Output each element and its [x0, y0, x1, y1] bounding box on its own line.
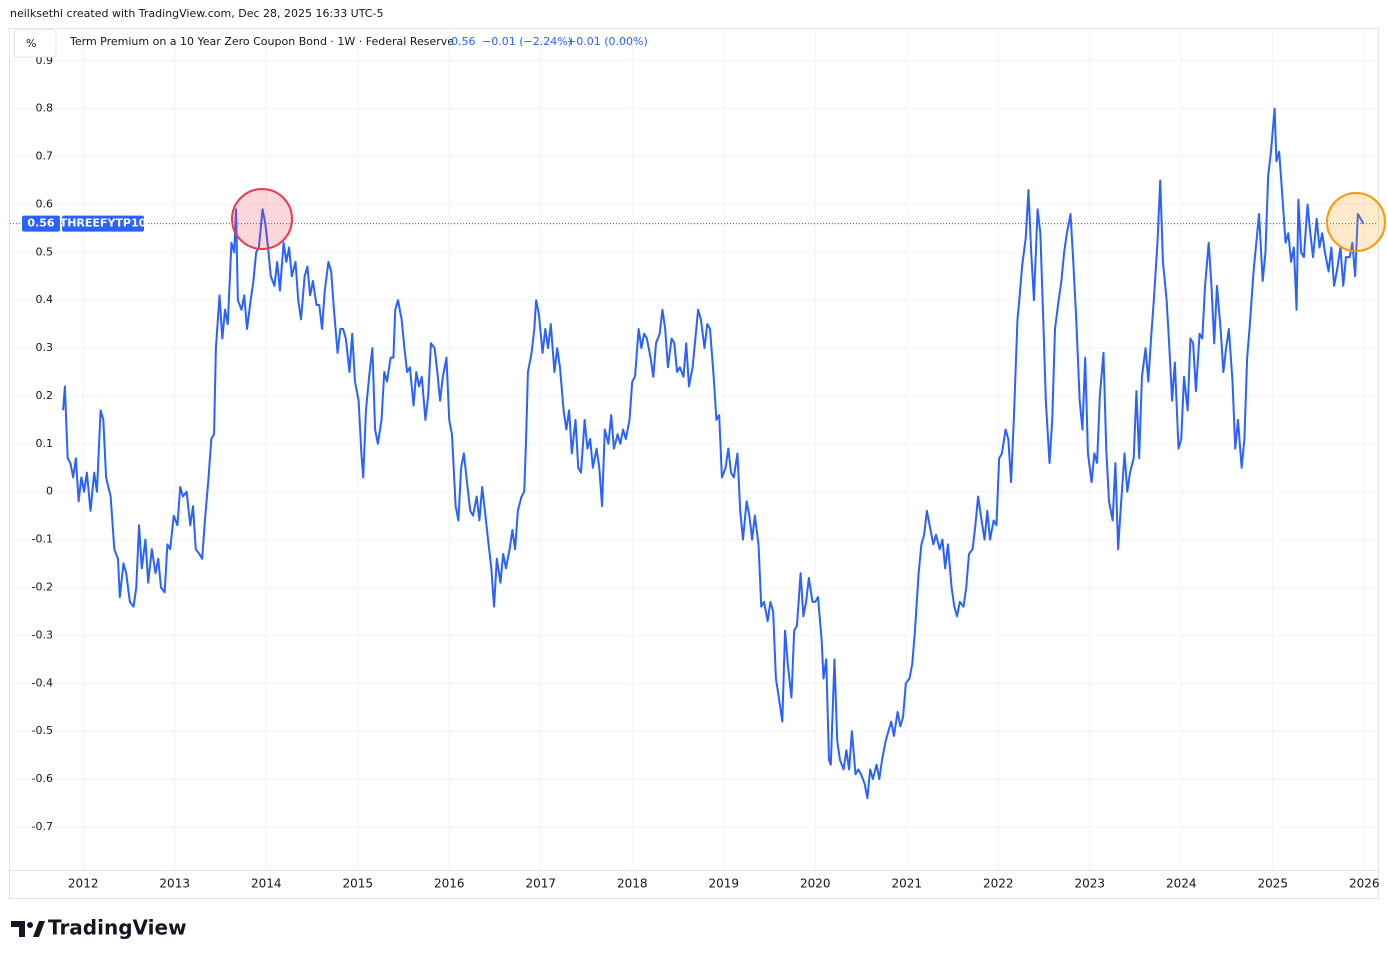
x-tick-label: 2021	[891, 877, 922, 891]
x-tick-label: 2015	[342, 877, 373, 891]
y-tick-label: 0.5	[36, 245, 54, 258]
series-label-box	[62, 215, 144, 232]
legend-title: Term Premium on a 10 Year Zero Coupon Bo…	[69, 35, 454, 48]
x-tick-label: 2020	[800, 877, 831, 891]
price-label-box	[22, 215, 60, 232]
brand-logo	[11, 921, 45, 937]
x-tick-label: 2018	[617, 877, 648, 891]
series-line	[62, 107, 1365, 800]
y-tick-label: 0.2	[36, 389, 54, 402]
credit: neilksethi created with TradingView.com,…	[10, 7, 383, 20]
x-tick-label: 2012	[68, 877, 99, 891]
labels: -0.7 -0.6 -0.5 -0.4 -0.3 -0.2 -0.1 0 0.1 0.2 0.3 0.…	[22, 54, 1380, 891]
x-tick-label: 2016	[434, 877, 465, 891]
highlight-circle	[231, 188, 293, 250]
plot	[10, 107, 1378, 800]
chart-frame	[9, 28, 1379, 899]
y-tick-label: 0	[46, 485, 53, 498]
x-tick-label: 2022	[983, 877, 1014, 891]
y-tick-label: -0.3	[32, 628, 53, 641]
y-tick-label: -0.6	[32, 772, 53, 785]
highlight-circle	[1326, 192, 1386, 252]
legend-change: +0.01 (0.00%)	[567, 35, 648, 48]
y-tick-label: 0.1	[36, 437, 54, 450]
brand-name: TradingView	[48, 916, 187, 940]
logo-icon	[11, 921, 25, 937]
x-tick-label: 2025	[1257, 877, 1288, 891]
logo-icon	[33, 921, 45, 937]
y-tick-label: 0.6	[36, 197, 54, 210]
unit-box[interactable]	[13, 29, 57, 58]
y-tick-label: 0.8	[36, 102, 54, 115]
y-tick-label: -0.5	[32, 724, 53, 737]
y-tick-label: -0.7	[32, 820, 53, 833]
y-tick-label: 0.3	[36, 341, 54, 354]
x-tick-label: 2014	[251, 877, 282, 891]
unit-label: %	[26, 37, 36, 50]
x-tick-label: 2023	[1074, 877, 1105, 891]
y-tick-label: 0.4	[36, 293, 54, 306]
legend-value: 0.56	[451, 35, 476, 48]
y-tick-label: -0.2	[32, 580, 53, 593]
y-tick-label: -0.1	[32, 533, 53, 546]
grid	[10, 28, 1378, 870]
series-label: THREEFYTP10	[60, 217, 147, 230]
y-tick-label: 0.7	[36, 150, 54, 163]
legend-change: −0.01 (−2.24%)	[482, 35, 572, 48]
x-tick-label: 2024	[1166, 877, 1197, 891]
x-tick-label: 2017	[525, 877, 556, 891]
x-tick-label: 2013	[159, 877, 190, 891]
x-tick-label: 2026	[1349, 877, 1380, 891]
logo-icon	[27, 922, 33, 928]
x-tick-label: 2019	[708, 877, 739, 891]
y-tick-label: -0.4	[32, 676, 53, 689]
price-label: 0.56	[27, 217, 54, 230]
